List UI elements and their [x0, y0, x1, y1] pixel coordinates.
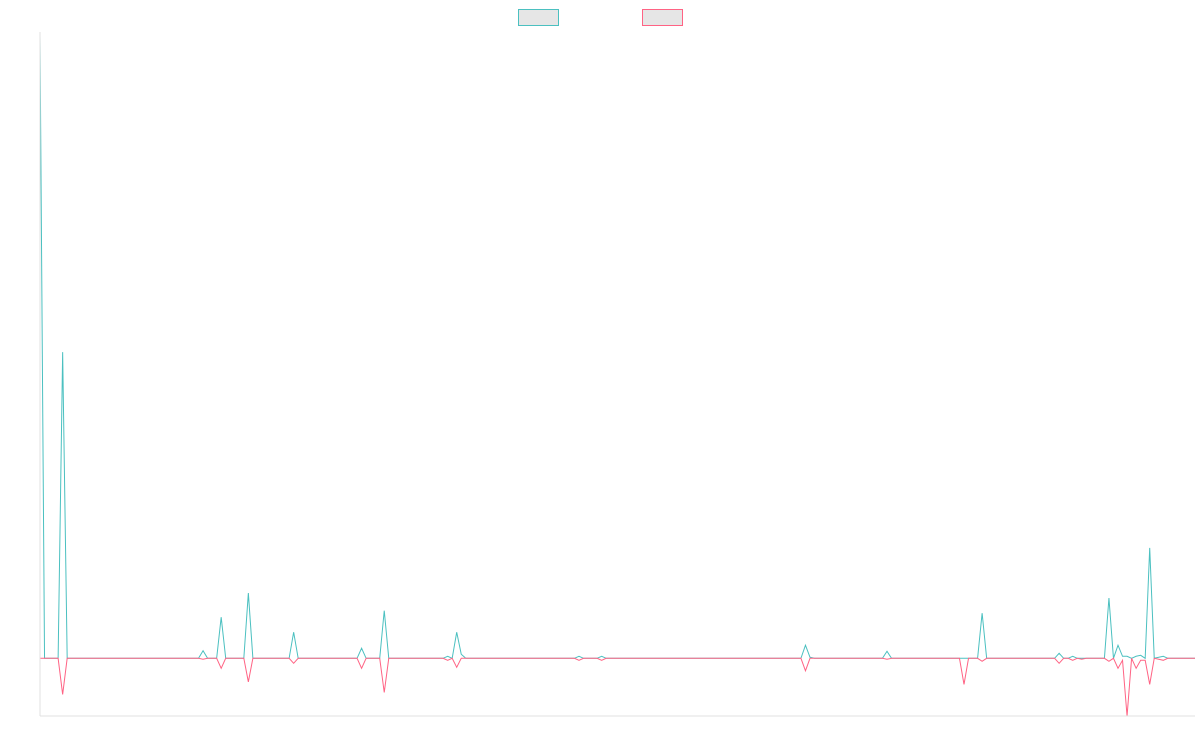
series-line-1	[39, 35, 1195, 660]
legend-swatch-1[interactable]	[518, 9, 559, 26]
legend-swatch-2[interactable]	[642, 9, 683, 26]
plot-area	[39, 35, 1195, 717]
axes	[39, 32, 1195, 717]
legend	[518, 9, 683, 26]
series-line-2	[40, 657, 1195, 717]
